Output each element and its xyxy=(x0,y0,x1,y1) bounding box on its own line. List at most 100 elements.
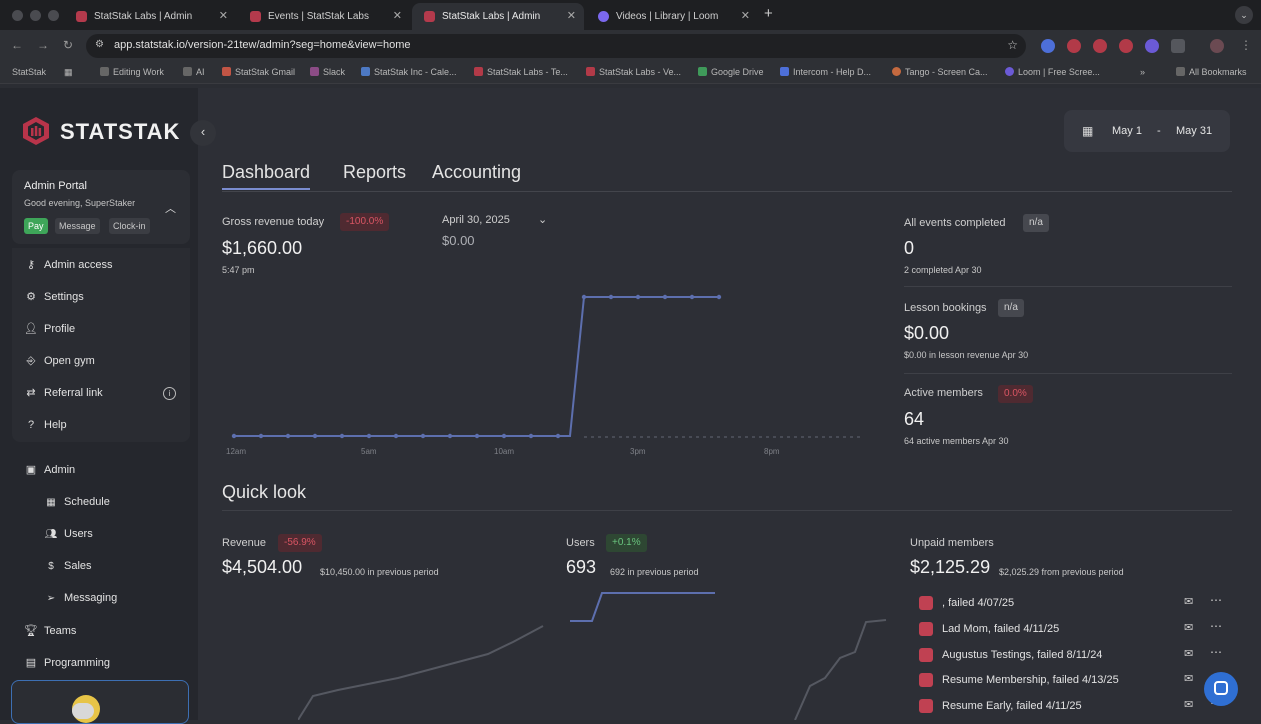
lesson-bookings-badge: n/a xyxy=(998,299,1024,317)
bookmark-item[interactable]: StatStak Inc - Cale... xyxy=(361,67,457,77)
bookmark-star-icon[interactable]: ☆ xyxy=(1007,38,1018,52)
unpaid-member-row[interactable]: Lad Mom, failed 4/11/25 ✉ ⋯ xyxy=(916,619,1236,639)
browser-menu-icon[interactable]: ⋮ xyxy=(1240,38,1252,52)
browser-tab[interactable]: Videos | Library | Loom ✕ xyxy=(586,3,758,30)
unpaid-member-row[interactable]: , failed 4/07/25 ✉ ⋯ xyxy=(916,593,1236,613)
browser-tab[interactable]: StatStak Labs | Admin ✕ xyxy=(64,3,236,30)
bookmark-item[interactable]: Intercom - Help D... xyxy=(780,67,871,77)
statstak-favicon-icon xyxy=(424,11,435,22)
close-tab-icon[interactable]: ✕ xyxy=(566,10,576,22)
email-icon[interactable]: ✉ xyxy=(1184,648,1194,660)
chevron-down-icon[interactable]: ⌄ xyxy=(538,214,548,226)
date-range-picker[interactable]: ▦ May 1 - May 31 xyxy=(1064,110,1230,152)
revenue-value: $4,504.00 xyxy=(222,557,303,577)
users-current-line xyxy=(570,592,715,622)
events-completed-badge: n/a xyxy=(1023,214,1049,232)
email-icon[interactable]: ✉ xyxy=(1184,622,1194,634)
more-options-icon[interactable]: ⋯ xyxy=(1210,593,1223,607)
sidebar-item-sales[interactable]: $ Sales xyxy=(44,558,91,574)
minimize-window-button[interactable] xyxy=(30,10,41,21)
extensions-puzzle-icon[interactable] xyxy=(1171,39,1185,53)
sidebar-item-teams[interactable]: 🏆︎ Teams xyxy=(24,625,77,637)
admin-portal-card: Admin Portal Good evening, SuperStaker ︿… xyxy=(12,170,190,244)
back-icon[interactable]: ← xyxy=(11,38,23,52)
sidebar-item-help[interactable]: ? Help xyxy=(24,417,67,433)
apps-grid-icon[interactable]: ▦ xyxy=(64,67,73,77)
today-points xyxy=(231,294,722,439)
compare-date-select[interactable]: April 30, 2025 xyxy=(442,214,510,226)
all-bookmarks[interactable]: All Bookmarks xyxy=(1176,67,1247,77)
tab-accounting[interactable]: Accounting xyxy=(432,162,522,182)
sidebar-item-profile[interactable]: 👤︎ Profile xyxy=(24,323,76,335)
profile-avatar-icon[interactable] xyxy=(1210,39,1224,53)
tab-search-icon[interactable]: ⌄ xyxy=(1235,6,1253,24)
statstak-icon xyxy=(586,67,595,76)
bookmark-item[interactable]: StatStak Gmail xyxy=(222,67,295,77)
sidebar-item-admin-access[interactable]: ⚷ Admin access xyxy=(24,257,113,273)
extension-icon[interactable] xyxy=(1041,39,1055,53)
email-icon[interactable]: ✉ xyxy=(1184,596,1194,608)
close-tab-icon[interactable]: ✕ xyxy=(740,10,750,22)
bookmark-folder[interactable]: AI xyxy=(183,67,205,77)
promo-card[interactable] xyxy=(11,680,189,724)
sidebar-item-programming[interactable]: ▤ Programming xyxy=(25,657,111,669)
more-options-icon[interactable]: ⋯ xyxy=(1210,619,1223,633)
bookmark-item[interactable]: StatStak xyxy=(12,67,47,77)
email-icon[interactable]: ✉ xyxy=(1184,699,1194,711)
bookmark-item[interactable]: StatStak Labs - Te... xyxy=(474,67,568,77)
unpaid-members-label: Unpaid members xyxy=(910,537,994,549)
extension-icon[interactable] xyxy=(1093,39,1107,53)
chat-launcher-button[interactable] xyxy=(1204,672,1238,706)
sidebar-item-admin[interactable]: ▣ Admin xyxy=(25,464,76,476)
help-circle-icon: ? xyxy=(27,419,35,431)
sidebar-item-referral-link[interactable]: ⇄ Referral link xyxy=(24,385,102,401)
reload-icon[interactable]: ↻ xyxy=(63,38,74,52)
app-viewport: STATSTAK Admin Portal Good evening, Supe… xyxy=(0,88,1261,724)
sidebar-item-settings[interactable]: ⚙ Settings xyxy=(24,289,84,305)
forward-icon[interactable]: → xyxy=(37,38,49,52)
browser-tab-active[interactable]: StatStak Labs | Admin ✕ xyxy=(412,3,584,30)
close-tab-icon[interactable]: ✕ xyxy=(392,10,402,22)
bookmarks-overflow-icon[interactable]: » xyxy=(1140,67,1146,77)
new-tab-icon[interactable]: + xyxy=(764,5,773,22)
statstak-icon xyxy=(474,67,483,76)
chevron-up-icon[interactable]: ︿ xyxy=(165,203,176,215)
sidebar: STATSTAK Admin Portal Good evening, Supe… xyxy=(0,88,198,724)
tab-dashboard[interactable]: Dashboard xyxy=(222,162,311,190)
site-settings-icon[interactable]: ⚙ xyxy=(95,39,104,50)
axis-tick: 3pm xyxy=(630,447,646,456)
bookmark-item[interactable]: Tango - Screen Ca... xyxy=(892,67,988,77)
bookmark-item[interactable]: Loom | Free Scree... xyxy=(1005,67,1100,77)
address-bar[interactable]: ⚙ app.statstak.io/version-21tew/admin?se… xyxy=(86,34,1026,58)
pay-button[interactable]: Pay xyxy=(24,218,48,234)
bookmark-item[interactable]: StatStak Labs - Ve... xyxy=(586,67,681,77)
browser-tab[interactable]: Events | StatStak Labs ✕ xyxy=(238,3,410,30)
bookmark-item[interactable]: Google Drive xyxy=(698,67,764,77)
bookmark-folder[interactable]: Editing Work xyxy=(100,67,164,77)
collapse-sidebar-icon[interactable]: ‹ xyxy=(190,120,216,146)
extension-icon[interactable] xyxy=(1067,39,1081,53)
sidebar-item-users[interactable]: 👥︎ Users xyxy=(44,526,93,542)
close-tab-icon[interactable]: ✕ xyxy=(218,10,228,22)
more-options-icon[interactable]: ⋯ xyxy=(1210,645,1223,659)
sidebar-item-open-gym[interactable]: ⎆ Open gym xyxy=(24,353,95,369)
unpaid-member-row[interactable]: Augustus Testings, failed 8/11/24 ✉ ⋯ xyxy=(916,645,1236,665)
url-text[interactable]: app.statstak.io/version-21tew/admin?seg=… xyxy=(114,39,411,51)
info-icon[interactable]: i xyxy=(163,387,176,400)
sidebar-item-schedule[interactable]: ▦ Schedule xyxy=(44,494,110,510)
clock-in-button[interactable]: Clock-in xyxy=(109,218,150,234)
email-icon[interactable]: ✉ xyxy=(1184,673,1194,685)
tab-reports[interactable]: Reports xyxy=(343,162,407,182)
clipboard-icon: ▤ xyxy=(25,657,37,669)
close-window-button[interactable] xyxy=(12,10,23,21)
extension-icon[interactable] xyxy=(1145,39,1159,53)
users-badge: +0.1% xyxy=(606,534,647,552)
zoom-window-button[interactable] xyxy=(48,10,59,21)
unpaid-member-row[interactable]: Resume Membership, failed 4/13/25 ✉ xyxy=(916,670,1236,690)
extension-icon[interactable] xyxy=(1119,39,1133,53)
sidebar-item-messaging[interactable]: ➢ Messaging xyxy=(44,590,117,606)
message-button[interactable]: Message xyxy=(55,218,100,234)
slack-icon xyxy=(310,67,319,76)
bookmark-item[interactable]: Slack xyxy=(310,67,345,77)
unpaid-member-row[interactable]: Resume Early, failed 4/11/25 ✉ ⋯ xyxy=(916,696,1236,716)
